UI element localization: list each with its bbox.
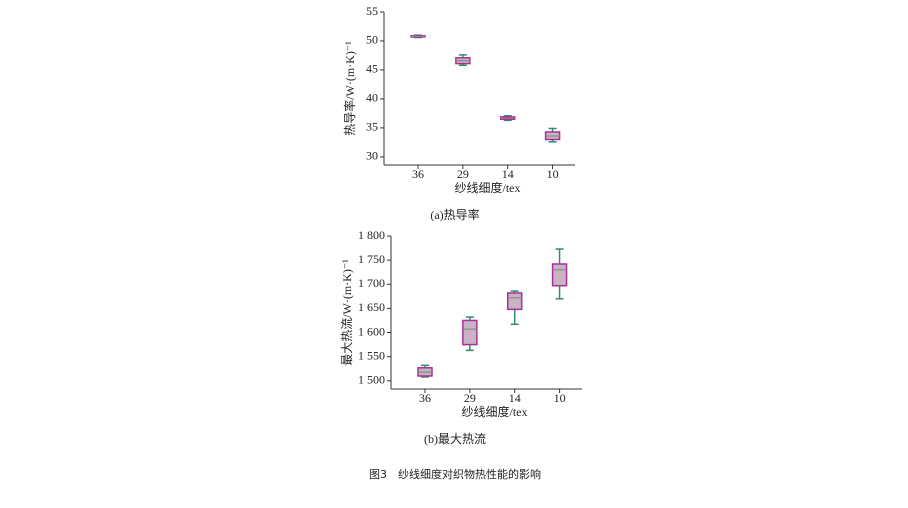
y-tick-label: 30: [366, 149, 378, 163]
x-tick-label: 10: [554, 391, 566, 405]
y-tick-label: 1 650: [358, 300, 385, 314]
chart-caption: (b)最大热流: [424, 432, 486, 446]
box: [506, 292, 523, 311]
x-axis-label: 纱线细度/tex: [455, 180, 521, 195]
y-tick-label: 50: [366, 33, 378, 47]
y-axis-label: 最大热流/W·(m·K)⁻¹: [340, 259, 354, 366]
x-tick-label: 29: [464, 391, 476, 405]
x-tick-label: 36: [419, 391, 431, 405]
y-axis-label: 热导率/W·(m·K)⁻¹: [342, 41, 357, 136]
x-tick-label: 10: [547, 167, 559, 181]
y-tick-label: 1 550: [358, 348, 385, 362]
y-tick-label: 1 700: [358, 276, 385, 290]
x-tick-label: 14: [509, 391, 521, 405]
y-tick-label: 40: [366, 91, 378, 105]
y-tick-label: 1 600: [358, 324, 385, 338]
chart-caption: (a)热导率: [430, 207, 479, 222]
x-tick-label: 14: [502, 167, 514, 181]
x-tick-label: 29: [457, 167, 469, 181]
y-tick-label: 55: [366, 4, 378, 18]
x-tick-label: 36: [412, 167, 424, 181]
figure-caption: 图3 纱线细度对织物热性能的影响: [369, 467, 541, 481]
y-tick-label: 35: [366, 120, 378, 134]
box: [551, 263, 568, 287]
y-tick-label: 45: [366, 62, 378, 76]
y-tick-label: 1 500: [358, 373, 385, 387]
box: [462, 319, 478, 346]
x-axis-label: 纱线细度/tex: [462, 404, 528, 419]
y-tick-label: 1 800: [358, 228, 385, 242]
y-tick-label: 1 750: [358, 252, 385, 266]
